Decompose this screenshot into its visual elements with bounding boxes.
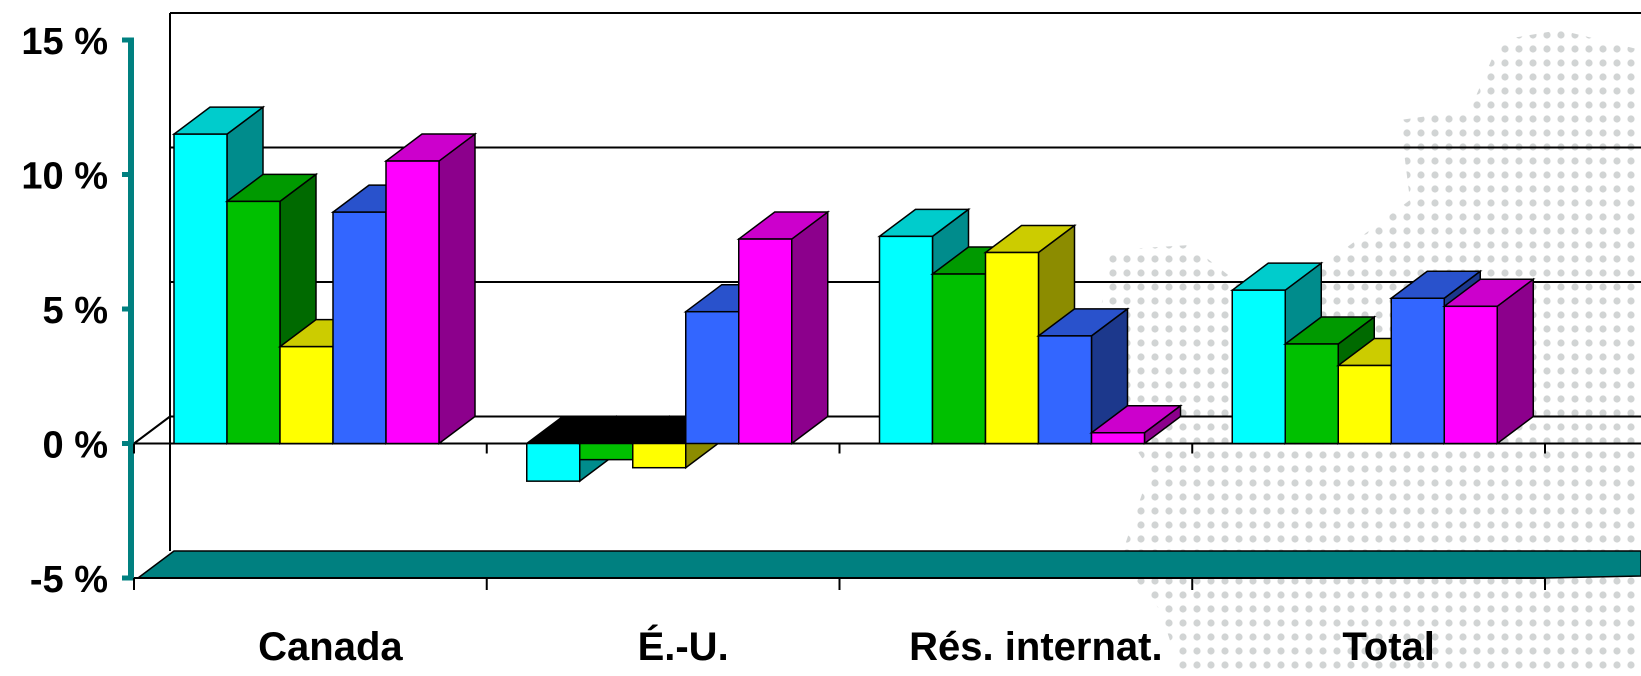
bar-front bbox=[984, 251, 1040, 445]
bar-front bbox=[1231, 289, 1286, 445]
category-label: Canada bbox=[258, 625, 403, 669]
bar-front bbox=[1284, 343, 1339, 445]
y-tick-label: 10 % bbox=[21, 156, 108, 198]
floor bbox=[135, 550, 1641, 579]
y-tick-label: 0 % bbox=[43, 425, 108, 467]
bar-side bbox=[791, 210, 829, 445]
bar-front bbox=[385, 160, 440, 445]
bar-front bbox=[738, 238, 793, 445]
bar-front bbox=[632, 442, 687, 469]
bar-side bbox=[438, 132, 476, 445]
bars bbox=[171, 105, 1536, 483]
floor-slab bbox=[135, 550, 1641, 579]
bar-side bbox=[1496, 277, 1534, 445]
bar-front bbox=[1037, 335, 1093, 445]
bar-front bbox=[226, 200, 281, 445]
bar-front bbox=[173, 133, 228, 445]
bar-front bbox=[1443, 305, 1498, 445]
bar-front bbox=[332, 211, 387, 445]
bar-2-4 bbox=[1089, 404, 1183, 445]
category-label: É.-U. bbox=[638, 624, 729, 669]
bar-front bbox=[1390, 297, 1445, 445]
bar-front bbox=[931, 273, 987, 445]
zero-line-diagonal bbox=[133, 415, 171, 445]
bar-front bbox=[878, 235, 934, 445]
category-label: Total bbox=[1342, 625, 1435, 669]
bar-front bbox=[279, 345, 334, 445]
bar-0-4 bbox=[383, 132, 478, 445]
bar-3-4 bbox=[1442, 277, 1536, 445]
labels: -5 % 0 % 5 % 10 % 15 % Canada É.-U. Rés. intern… bbox=[21, 21, 1435, 669]
bar-front bbox=[685, 310, 740, 445]
category-label: Rés. internat. bbox=[909, 625, 1162, 669]
bar-front bbox=[1090, 431, 1146, 445]
bar-front bbox=[579, 442, 634, 461]
y-tick-label: -5 % bbox=[30, 559, 108, 601]
y-tick-label: 15 % bbox=[21, 21, 108, 63]
bar-front bbox=[526, 442, 581, 482]
bar-front bbox=[1337, 364, 1392, 445]
bar-1-4 bbox=[736, 210, 830, 445]
y-tick-label: 5 % bbox=[43, 290, 108, 332]
